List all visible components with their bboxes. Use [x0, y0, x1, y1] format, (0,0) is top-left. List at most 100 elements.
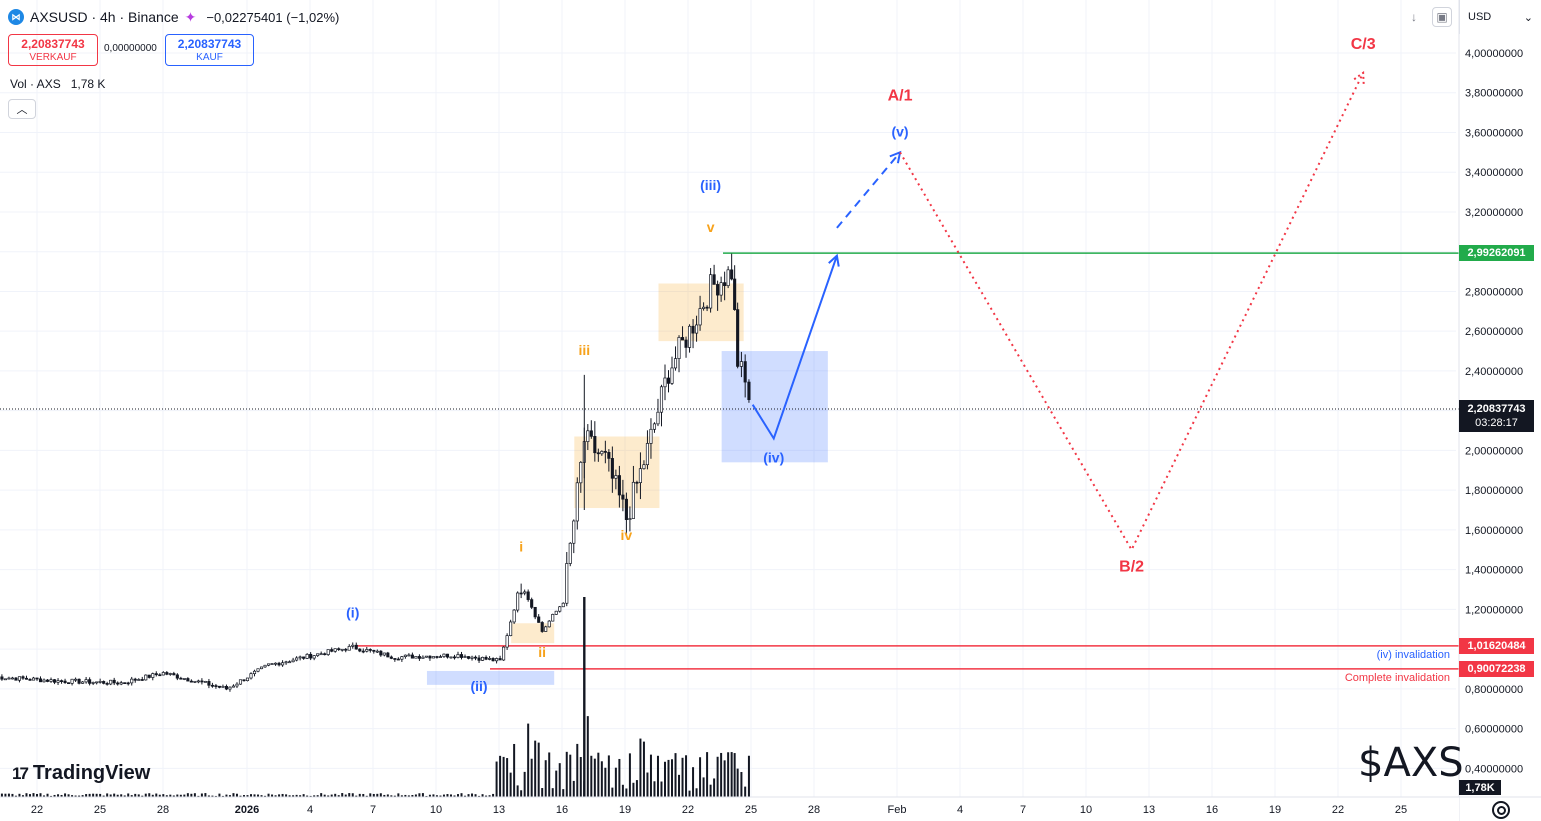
volume-bar [316, 795, 319, 797]
buy-button[interactable]: 2,20837743 KAUF [165, 34, 254, 66]
candle-body [537, 616, 541, 623]
candle-body [516, 592, 520, 611]
candle-body [600, 451, 604, 455]
sell-price: 2,20837743 [21, 37, 85, 51]
volume-bar [467, 794, 470, 797]
volume-bar [649, 754, 652, 797]
volume-bar [744, 786, 747, 797]
sell-button[interactable]: 2,20837743 VERKAUF [8, 34, 98, 66]
volume-bar [235, 793, 238, 797]
tradingview-logo[interactable]: 17 TradingView [12, 762, 150, 785]
time-tick-label: 13 [1143, 804, 1155, 816]
volume-bar [709, 784, 712, 797]
candle-body [203, 681, 207, 683]
price-tick-label: 1,80000000 [1465, 485, 1523, 497]
volume-bar [267, 793, 270, 797]
candle-body [14, 677, 18, 681]
volume-bar [253, 794, 256, 797]
volume-bar [646, 772, 649, 797]
volume-bar [99, 793, 102, 797]
time-tick-label: 28 [157, 804, 169, 816]
candle-body [295, 657, 299, 661]
candle-body [365, 649, 369, 652]
indicator-icon[interactable]: ✦ [184, 8, 197, 25]
symbol-title[interactable]: AXSUSD · 4h · Binance [30, 9, 179, 25]
volume-bar [102, 795, 105, 797]
candle-body [161, 672, 165, 676]
volume-bar [692, 767, 695, 797]
fullscreen-button[interactable]: ▣ [1432, 7, 1452, 27]
candle-body [680, 337, 685, 341]
volume-bar [485, 795, 488, 797]
volume-bar [733, 753, 736, 797]
time-tick-label: 10 [1080, 804, 1092, 816]
symbol-header[interactable]: ⋈ AXSUSD · 4h · Binance ✦ −0,02275401 (−… [8, 6, 339, 28]
candle-body [488, 658, 492, 660]
volume-bar [713, 778, 716, 797]
volume-bar [439, 795, 442, 797]
scroll-down-button[interactable]: ↓ [1404, 7, 1424, 27]
volume-bar [600, 761, 603, 797]
volume-bar [376, 793, 379, 797]
candle-body [337, 648, 341, 651]
candle-body [256, 668, 260, 672]
volume-bar [207, 795, 210, 797]
candle-body [0, 676, 4, 680]
volume-bar [442, 794, 445, 797]
candle-body [428, 655, 432, 659]
candle-body [24, 677, 29, 680]
volume-bar [611, 787, 614, 797]
candle-body [196, 680, 200, 683]
candle-body [663, 377, 667, 388]
candle-body [484, 656, 488, 660]
candle-body [175, 674, 179, 679]
time-tick-label: 16 [556, 804, 568, 816]
candle-body [635, 481, 639, 484]
volume-bar [351, 793, 354, 797]
volume-bar [242, 795, 245, 797]
volume-bar [736, 768, 739, 797]
candle-body [302, 656, 306, 659]
volume-bar [520, 790, 523, 797]
volume-bar [341, 793, 344, 797]
volume-bar [418, 793, 421, 797]
complete-invalidation-price-tag: 0,90072238 [1459, 661, 1534, 677]
volume-bar [309, 795, 312, 797]
candle-body [386, 652, 390, 658]
wave-label: (ii) [470, 678, 487, 694]
volume-bar [625, 788, 628, 797]
volume-bar [299, 795, 302, 797]
volume-bar [278, 794, 281, 797]
candle-body [614, 475, 618, 479]
volume-bar [21, 795, 24, 797]
candle-body [340, 648, 344, 651]
collapse-legend-button[interactable]: ︿ [8, 99, 36, 119]
settings-gear-icon[interactable] [1492, 801, 1510, 819]
candle-body [319, 653, 323, 656]
time-tick-label: 7 [1020, 804, 1026, 816]
candle-body [189, 680, 193, 683]
current-price: 2,20837743 [1467, 403, 1526, 415]
candle-body [716, 284, 720, 296]
volume-bar [516, 785, 519, 797]
volume-bar [449, 794, 452, 797]
candle-body [63, 680, 67, 684]
candle-body [438, 656, 443, 658]
volume-bar [211, 795, 214, 797]
currency-select[interactable]: USD ⌄ [1459, 0, 1541, 34]
candle-body [596, 452, 600, 455]
volume-bar [362, 793, 365, 797]
volume-label: Vol · AXS [10, 77, 61, 91]
candle-body [42, 679, 46, 683]
volume-bar [653, 781, 656, 797]
volume-legend[interactable]: Vol · AXS 1,78 K [10, 77, 105, 91]
candle-body [617, 475, 621, 496]
volume-bar [621, 784, 624, 797]
wave-label: (iv) [763, 449, 784, 465]
volume-bar [116, 794, 119, 797]
candle-body [91, 682, 95, 684]
volume-bar [699, 757, 702, 797]
candle-body [519, 592, 523, 595]
current-price-tag: 2,20837743 03:28:17 [1459, 400, 1534, 432]
